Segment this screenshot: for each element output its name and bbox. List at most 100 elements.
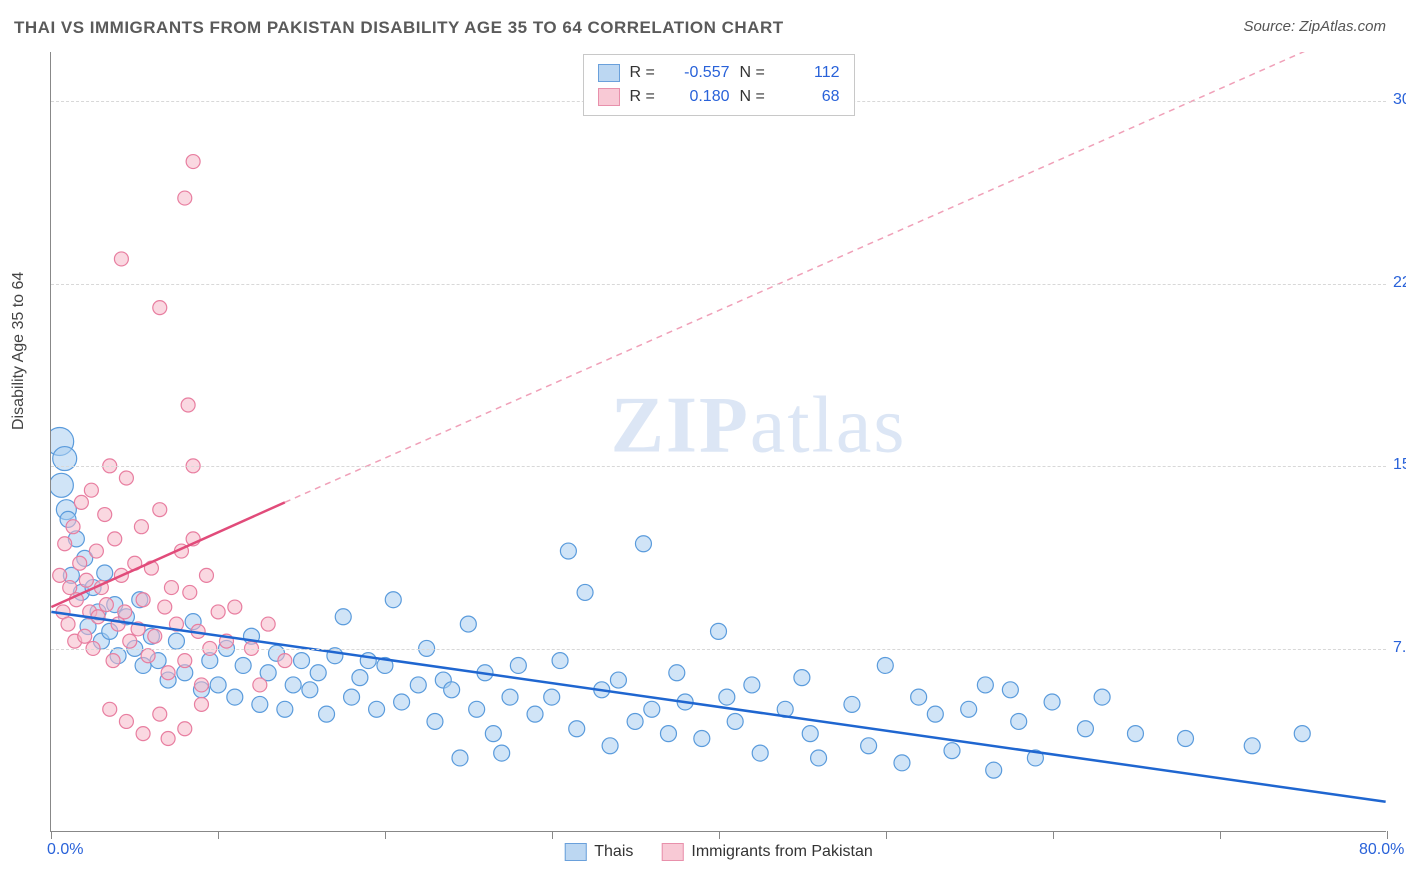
data-point — [119, 471, 133, 485]
data-point — [183, 585, 197, 599]
data-point — [811, 750, 827, 766]
data-point — [727, 713, 743, 729]
legend-label-pakistan: Immigrants from Pakistan — [691, 843, 872, 861]
data-point — [1178, 731, 1194, 747]
trend-line — [285, 52, 1386, 502]
data-point — [610, 672, 626, 688]
data-point — [1002, 682, 1018, 698]
y-tick-label: 30.0% — [1393, 91, 1406, 109]
r-label: R = — [630, 61, 664, 85]
data-point — [927, 706, 943, 722]
data-point — [58, 537, 72, 551]
data-point — [123, 634, 137, 648]
data-point — [385, 592, 401, 608]
trend-line — [51, 612, 1385, 802]
data-point — [961, 701, 977, 717]
data-point — [235, 657, 251, 673]
data-point — [310, 665, 326, 681]
data-point — [335, 609, 351, 625]
data-point — [977, 677, 993, 693]
gridline — [51, 466, 1386, 467]
data-point — [694, 731, 710, 747]
data-point — [569, 721, 585, 737]
data-point — [711, 623, 727, 639]
y-axis-label: Disability Age 35 to 64 — [10, 272, 28, 430]
data-point — [627, 713, 643, 729]
n-label: N = — [740, 85, 774, 109]
data-point — [253, 678, 267, 692]
data-point — [158, 600, 172, 614]
data-point — [469, 701, 485, 717]
data-point — [136, 727, 150, 741]
data-point — [178, 654, 192, 668]
data-point — [53, 568, 67, 582]
data-point — [79, 573, 93, 587]
data-point — [285, 677, 301, 693]
data-point — [427, 713, 443, 729]
data-point — [911, 689, 927, 705]
gridline — [51, 649, 1386, 650]
x-tick — [218, 831, 219, 839]
data-point — [277, 701, 293, 717]
data-point — [153, 301, 167, 315]
data-point — [302, 682, 318, 698]
data-point — [452, 750, 468, 766]
x-tick — [886, 831, 887, 839]
r-label: R = — [630, 85, 664, 109]
x-tick — [1220, 831, 1221, 839]
x-tick — [1387, 831, 1388, 839]
data-point — [1127, 726, 1143, 742]
data-point — [227, 689, 243, 705]
data-point — [98, 508, 112, 522]
data-point — [252, 696, 268, 712]
y-tick-label: 22.5% — [1393, 274, 1406, 292]
data-point — [1044, 694, 1060, 710]
data-point — [99, 598, 113, 612]
data-point — [352, 670, 368, 686]
data-point — [108, 532, 122, 546]
data-point — [194, 678, 208, 692]
y-tick-label: 7.5% — [1393, 639, 1406, 657]
data-point — [186, 155, 200, 169]
data-point — [944, 743, 960, 759]
data-point — [552, 653, 568, 669]
data-point — [510, 657, 526, 673]
data-point — [1077, 721, 1093, 737]
data-point — [210, 677, 226, 693]
data-point — [544, 689, 560, 705]
data-point — [502, 689, 518, 705]
data-point — [460, 616, 476, 632]
chart-title: THAI VS IMMIGRANTS FROM PAKISTAN DISABIL… — [14, 18, 784, 38]
data-point — [78, 629, 92, 643]
data-point — [161, 666, 175, 680]
data-point — [66, 520, 80, 534]
data-point — [752, 745, 768, 761]
data-point — [802, 726, 818, 742]
data-point — [894, 755, 910, 771]
data-point — [794, 670, 810, 686]
data-point — [669, 665, 685, 681]
data-point — [228, 600, 242, 614]
data-point — [660, 726, 676, 742]
y-tick-label: 15.0% — [1393, 456, 1406, 474]
swatch-thais-icon — [564, 843, 586, 861]
gridline — [51, 284, 1386, 285]
x-tick — [51, 831, 52, 839]
data-point — [1244, 738, 1260, 754]
source-label: Source: ZipAtlas.com — [1243, 18, 1386, 35]
r-value-thais: -0.557 — [674, 61, 730, 85]
data-point — [178, 191, 192, 205]
data-point — [861, 738, 877, 754]
data-point — [73, 556, 87, 570]
data-point — [106, 654, 120, 668]
data-point — [74, 495, 88, 509]
data-point — [153, 707, 167, 721]
data-point — [844, 696, 860, 712]
data-point — [527, 706, 543, 722]
data-point — [744, 677, 760, 693]
n-value-pakistan: 68 — [784, 85, 840, 109]
data-point — [986, 762, 1002, 778]
x-tick-label: 80.0% — [1359, 841, 1404, 859]
data-point — [344, 689, 360, 705]
data-point — [644, 701, 660, 717]
